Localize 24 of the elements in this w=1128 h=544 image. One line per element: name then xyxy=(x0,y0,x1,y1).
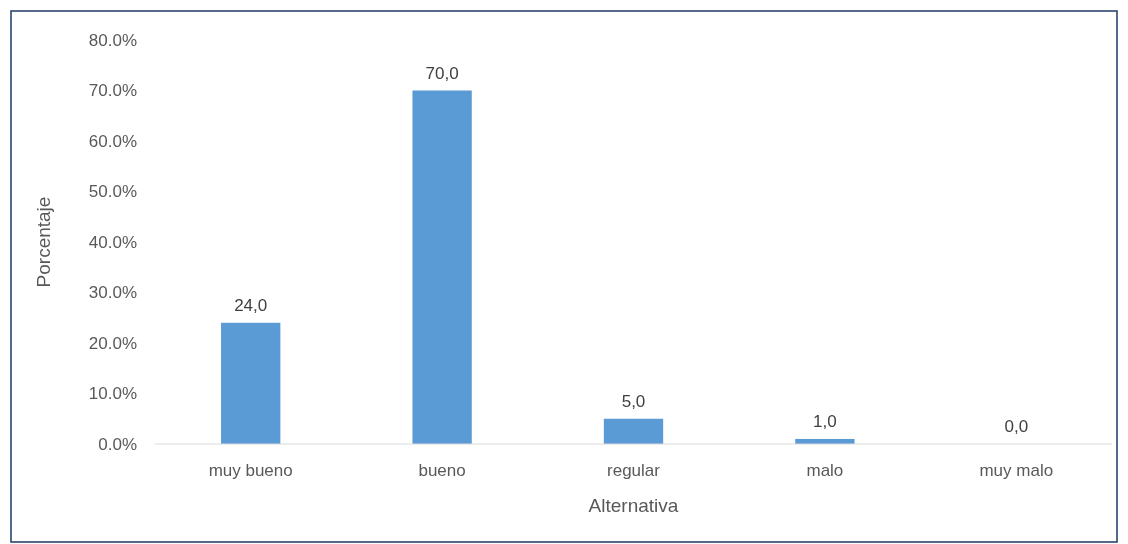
x-tick-label: bueno xyxy=(418,461,466,480)
bar xyxy=(603,418,664,444)
y-tick-label: 10.0% xyxy=(88,384,137,404)
y-tick-label: 50.0% xyxy=(88,182,137,202)
bar xyxy=(221,322,281,444)
data-label: 24,0 xyxy=(234,295,268,315)
data-label: 5,0 xyxy=(621,391,646,411)
bar xyxy=(412,90,472,444)
data-label: 0,0 xyxy=(1004,417,1029,436)
y-tick-label: 30.0% xyxy=(88,283,137,303)
data-label: 1,0 xyxy=(813,411,837,431)
x-axis-title: Alternativa xyxy=(588,495,679,516)
data-label: 70,0 xyxy=(425,63,459,83)
y-tick-label: 20.0% xyxy=(88,333,137,353)
y-axis-title: Porcentaje xyxy=(33,196,54,288)
y-tick-label: 40.0% xyxy=(88,232,137,252)
y-tick-label: 70.0% xyxy=(88,81,137,101)
y-tick-label: 60.0% xyxy=(88,131,137,151)
x-tick-label: regular xyxy=(607,461,661,480)
x-tick-label: malo xyxy=(806,461,844,480)
y-tick-label: 80.0% xyxy=(88,30,137,50)
y-tick-label: 0.0% xyxy=(98,434,137,454)
x-tick-label: muy bueno xyxy=(208,461,293,480)
x-tick-label: muy malo xyxy=(979,461,1054,480)
